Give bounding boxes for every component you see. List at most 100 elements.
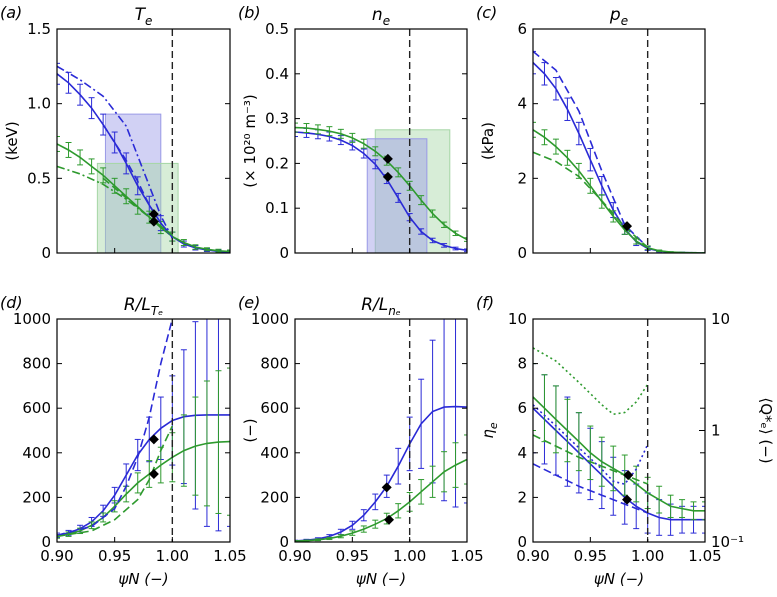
- y-tick-label: 0: [41, 533, 51, 551]
- y-tick-label: 4: [517, 95, 527, 113]
- y-tick-label: 4: [517, 444, 527, 462]
- y-tick-label: 1.5: [27, 20, 51, 38]
- y-tick-label: 0: [279, 533, 289, 551]
- y-tick-label: 6: [517, 399, 527, 417]
- data-marker: [381, 482, 392, 493]
- y2-tick-label: 10: [711, 310, 730, 328]
- series-line-green-solid: [295, 458, 467, 542]
- y-tick-label: 0.4: [265, 65, 289, 83]
- data-marker: [148, 209, 159, 220]
- x-axis-label: ψN (−): [356, 570, 406, 588]
- title-main: R/L: [124, 295, 151, 315]
- y-tick-label: 800: [22, 355, 51, 373]
- y-tick-label: 1000: [13, 310, 51, 328]
- plot-area: [295, 29, 467, 253]
- plot-area: [57, 319, 230, 542]
- x-tick-label: 0.95: [336, 547, 369, 565]
- x-tick-label: 0.90: [278, 547, 311, 565]
- panel-title: Te: [135, 5, 153, 28]
- title-main: n: [372, 5, 383, 25]
- x-tick-label: 0.95: [98, 547, 131, 565]
- x-tick-label: 0.90: [516, 547, 549, 565]
- panel-label: (c): [476, 3, 497, 22]
- series-line-green-solid: [533, 396, 705, 512]
- x-axis-label: ψN (−): [118, 570, 168, 588]
- x-tick-label: 1.05: [688, 547, 721, 565]
- series-line-blue-solid: [533, 407, 705, 521]
- series-line-green-dashed: [57, 425, 174, 538]
- axes-frame: [56, 28, 231, 254]
- panel-label: (e): [238, 293, 260, 312]
- plot-area: [533, 29, 705, 253]
- data-marker: [622, 494, 633, 505]
- title-sub: e: [145, 14, 152, 28]
- title-main: T: [135, 5, 147, 25]
- y-tick-label: 6: [517, 20, 527, 38]
- axes-frame: [56, 318, 231, 543]
- y-tick-label: 0.5: [265, 20, 289, 38]
- panel-a: 0 0.5 1.0 1.5 (a) Te (keV): [0, 3, 231, 262]
- y-axis-label: (−): [241, 418, 259, 442]
- series-line-green-dashed: [102, 177, 173, 236]
- series-line-blue-solid: [57, 414, 230, 537]
- panel-c: 0 2 4 6 (c) pe (kPa): [476, 3, 706, 262]
- y-tick-label: 400: [260, 444, 289, 462]
- data-marker: [622, 221, 633, 232]
- title-sub: e: [621, 14, 628, 28]
- panel-title: R/LTₑ: [124, 295, 163, 318]
- y-tick-label: 8: [517, 355, 527, 373]
- series-line-blue-solid: [295, 405, 467, 542]
- y-axis-label: ηe: [479, 422, 500, 439]
- x-tick-label: 1.00: [631, 547, 664, 565]
- data-marker: [148, 216, 159, 227]
- panel-d: 0 200 400 600 800 1000 0.90 0.95 1.00 1.05 (d) R/LT…: [0, 293, 247, 588]
- shaded-region-green: [374, 129, 451, 253]
- y-tick-label: 1000: [251, 310, 289, 328]
- data-marker: [623, 470, 634, 481]
- ylabel-main: (× 10²⁰ m⁻³): [241, 94, 259, 187]
- series-line-green-solid: [295, 126, 467, 241]
- y-tick-label: 200: [260, 488, 289, 506]
- title-sub: e: [383, 14, 390, 28]
- panel-b: 0 0.1 0.2 0.3 0.4 0.5(b) ne (× 10²⁰ m⁻³): [238, 3, 468, 262]
- panel-label: (d): [0, 293, 23, 312]
- ylabel-main: (−): [241, 418, 259, 442]
- title-sub: Tₑ: [151, 304, 163, 318]
- panel-title: ne: [372, 5, 390, 28]
- series-line-blue-dashed: [57, 319, 174, 537]
- data-marker: [148, 434, 159, 445]
- y-tick-label: 0: [517, 244, 527, 262]
- ylabel-main: (kPa): [479, 122, 497, 160]
- y-tick-label: 0.3: [265, 110, 289, 128]
- y-axis-label: (kPa): [479, 122, 497, 160]
- y-tick-label: 1.0: [27, 95, 51, 113]
- y-tick-label: 0.5: [27, 169, 51, 187]
- series-line-green-solid: [533, 129, 705, 253]
- panel-title: pe: [609, 5, 628, 28]
- x-tick-label: 1.00: [393, 547, 426, 565]
- y-tick-label: 600: [22, 399, 51, 417]
- panel-e: 0 200 400 600 800 1000 0.90 0.95 1.00 1.05 (e) R/Ln…: [238, 293, 484, 588]
- y-axis-label: (× 10²⁰ m⁻³): [241, 94, 259, 187]
- axes-frame: [294, 28, 468, 254]
- panel-label: (f): [476, 293, 494, 312]
- data-marker: [148, 468, 159, 479]
- title-main: p: [609, 5, 621, 25]
- plot-area: [57, 29, 230, 253]
- y-tick-label: 0.2: [265, 154, 289, 172]
- x-tick-label: 1.00: [156, 547, 189, 565]
- series-line-green-dashdot: [57, 165, 173, 236]
- y2-tick-label: 1: [711, 422, 721, 440]
- y-tick-label: 0: [517, 533, 527, 551]
- plot-area: [533, 319, 705, 542]
- y-tick-label: 0: [41, 244, 51, 262]
- axes-frame: [532, 28, 706, 254]
- series-line-green-dotted: [533, 347, 649, 416]
- series-line-blue-solid: [533, 62, 705, 253]
- y-tick-label: 2: [517, 169, 527, 187]
- y-axis-label: (keV): [3, 121, 21, 160]
- y-tick-label: 0: [279, 244, 289, 262]
- series-line-blue-solid: [295, 131, 467, 252]
- data-marker: [382, 171, 393, 182]
- panel-f: 0 2 4 6 8 10 10 1 10⁻¹ 0.90 0.95 1.00 1.05 (f) ηe ⟨Q*ₑ⟩…: [476, 293, 775, 588]
